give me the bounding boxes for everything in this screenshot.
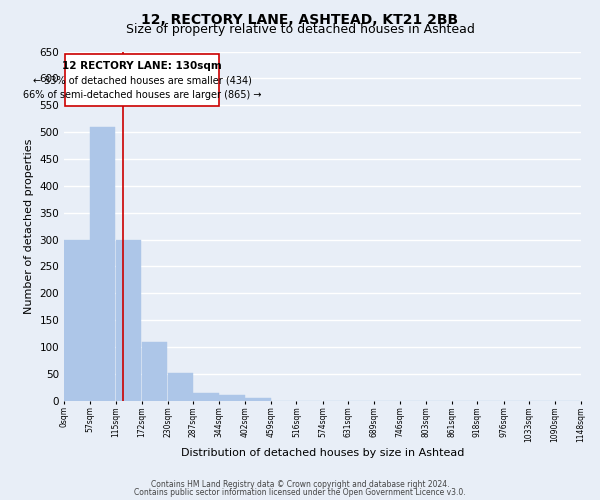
Bar bbox=[219, 396, 245, 401]
Bar bbox=[90, 126, 115, 401]
Text: 12 RECTORY LANE: 130sqm: 12 RECTORY LANE: 130sqm bbox=[62, 60, 222, 70]
Bar bbox=[193, 392, 219, 401]
Text: Contains public sector information licensed under the Open Government Licence v3: Contains public sector information licen… bbox=[134, 488, 466, 497]
Text: Size of property relative to detached houses in Ashtead: Size of property relative to detached ho… bbox=[125, 22, 475, 36]
Text: 66% of semi-detached houses are larger (865) →: 66% of semi-detached houses are larger (… bbox=[23, 90, 261, 100]
Bar bbox=[116, 240, 142, 401]
Bar bbox=[168, 373, 193, 401]
Y-axis label: Number of detached properties: Number of detached properties bbox=[24, 138, 34, 314]
Bar bbox=[64, 240, 89, 401]
Bar bbox=[65, 54, 219, 106]
Text: 12, RECTORY LANE, ASHTEAD, KT21 2BB: 12, RECTORY LANE, ASHTEAD, KT21 2BB bbox=[142, 12, 458, 26]
Bar bbox=[245, 398, 271, 401]
X-axis label: Distribution of detached houses by size in Ashtead: Distribution of detached houses by size … bbox=[181, 448, 464, 458]
Text: Contains HM Land Registry data © Crown copyright and database right 2024.: Contains HM Land Registry data © Crown c… bbox=[151, 480, 449, 489]
Text: ← 33% of detached houses are smaller (434): ← 33% of detached houses are smaller (43… bbox=[32, 75, 251, 85]
Bar bbox=[142, 342, 167, 401]
